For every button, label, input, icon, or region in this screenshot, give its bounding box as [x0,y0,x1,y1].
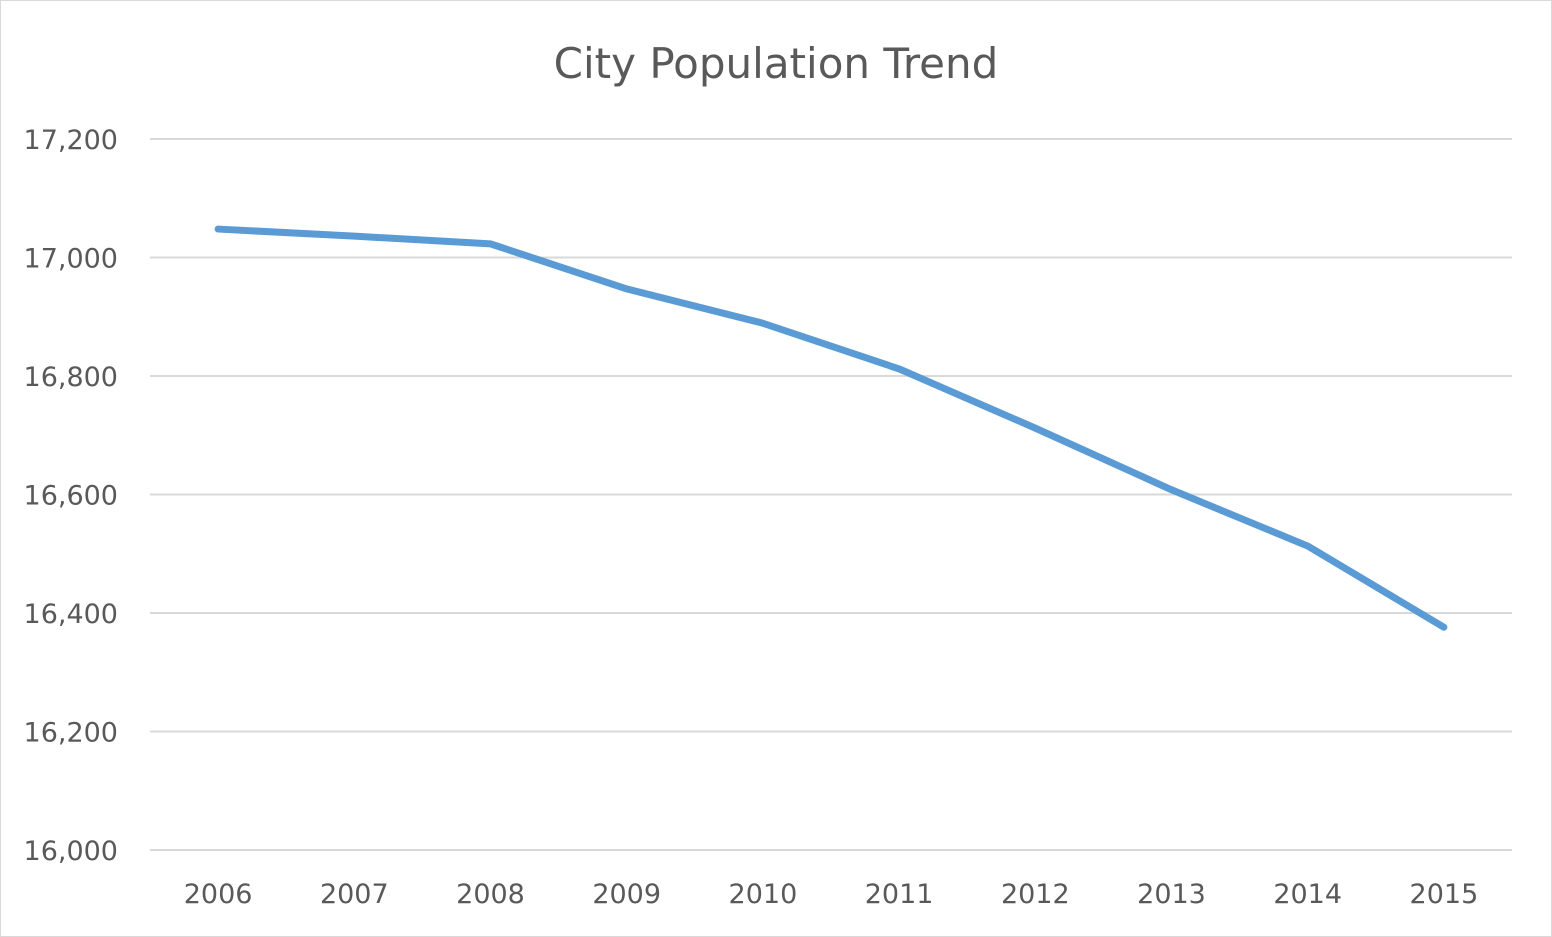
x-tick-label: 2011 [865,879,934,910]
x-tick-label: 2006 [184,879,253,910]
x-tick-label: 2010 [729,879,798,910]
y-tick-label: 16,200 [24,718,118,749]
x-tick-label: 2013 [1137,879,1206,910]
x-tick-label: 2015 [1410,879,1479,910]
y-tick-label: 17,200 [24,125,118,156]
x-tick-label: 2007 [320,879,389,910]
x-tick-label: 2008 [456,879,525,910]
y-tick-label: 17,000 [24,244,118,275]
x-tick-label: 2014 [1273,879,1342,910]
series-line [214,225,1448,631]
y-tick-label: 16,400 [24,599,118,630]
y-tick-label: 16,600 [24,481,118,512]
x-tick-label: 2009 [592,879,661,910]
chart-title: City Population Trend [554,39,999,88]
x-tick-label: 2012 [1001,879,1070,910]
y-tick-label: 16,800 [24,362,118,393]
y-tick-label: 16,000 [24,836,118,867]
